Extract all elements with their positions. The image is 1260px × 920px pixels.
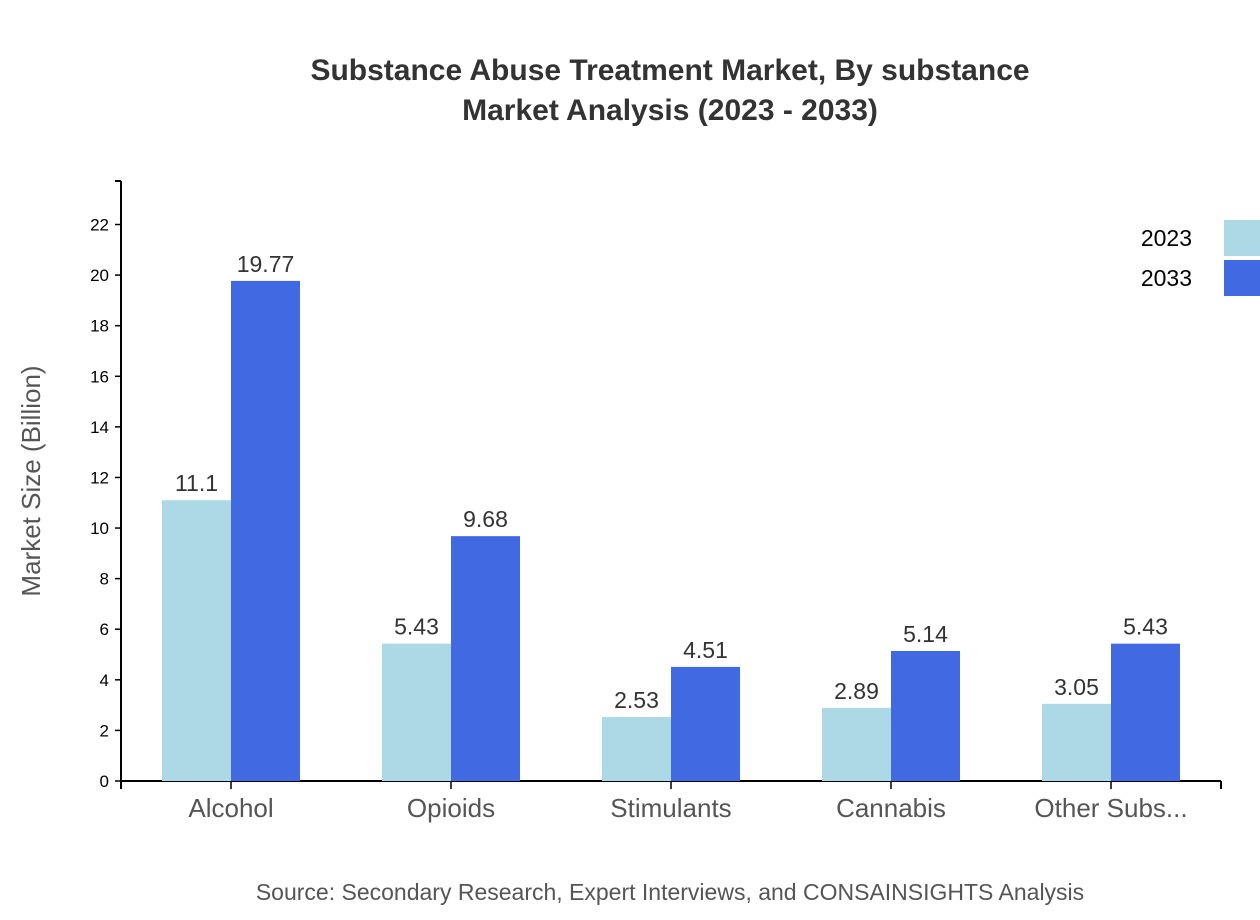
data-label: 2.53: [614, 687, 659, 713]
y-tick-label: 18: [90, 317, 109, 336]
y-tick-label: 4: [100, 671, 109, 690]
data-label: 9.68: [463, 506, 508, 532]
y-tick-label: 10: [90, 519, 109, 538]
y-tick-label: 12: [90, 468, 109, 487]
legend: 2023 2033: [1141, 220, 1260, 296]
bar-2023: [1042, 703, 1111, 781]
y-tick-label: 20: [90, 266, 109, 285]
bar-2033: [891, 650, 960, 781]
y-axis-label: Market Size (Billion): [16, 365, 46, 596]
data-label: 5.14: [903, 621, 948, 647]
x-tick-label: Stimulants: [610, 793, 731, 823]
legend-swatch: [1224, 260, 1260, 296]
source-note: Source: Secondary Research, Expert Inter…: [256, 879, 1084, 905]
x-axis: Alcohol Opioids Stimulants Cannabis Other Su…: [120, 780, 1222, 823]
data-label: 5.43: [394, 614, 439, 640]
bar-2033: [671, 666, 740, 781]
data-label: 11.1: [175, 470, 218, 496]
legend-label: 2033: [1141, 265, 1192, 291]
legend-label: 2023: [1141, 225, 1192, 251]
bar-2023: [822, 707, 891, 781]
data-label: 19.77: [237, 251, 295, 277]
y-tick-label: 16: [90, 367, 109, 386]
bar-2033: [231, 280, 300, 781]
bar-2023: [602, 717, 671, 781]
x-tick-label: Cannabis: [836, 793, 946, 823]
y-tick-label: 14: [90, 418, 109, 437]
data-label: 2.89: [834, 678, 879, 704]
bar-2023: [382, 643, 451, 781]
x-tick-label: Other Subs...: [1034, 793, 1187, 823]
y-tick-label: 0: [100, 772, 109, 791]
chart-subtitle: Market Analysis (2023 - 2033): [462, 94, 878, 127]
bars: 11.1 19.77 5.43 9.68 2.53 4.51 2.89 5.14 3.05 5.4…: [162, 251, 1180, 781]
x-tick-label: Opioids: [407, 793, 495, 823]
bar-2033: [1111, 643, 1180, 781]
y-axis: 0 2 4 6 8 10 12 14 16 18 20 22: [90, 180, 122, 791]
legend-swatch: [1224, 220, 1260, 256]
y-tick-label: 2: [100, 721, 109, 740]
y-tick-label: 6: [100, 620, 109, 639]
y-tick-label: 8: [100, 570, 109, 589]
chart-title: Substance Abuse Treatment Market, By sub…: [310, 54, 1029, 87]
data-label: 4.51: [683, 637, 728, 663]
x-tick-label: Alcohol: [188, 793, 273, 823]
data-label: 3.05: [1054, 674, 1099, 700]
bar-2033: [451, 536, 520, 781]
data-label: 5.43: [1123, 614, 1168, 640]
y-tick-label: 22: [90, 216, 109, 235]
bar-2023: [162, 500, 231, 781]
